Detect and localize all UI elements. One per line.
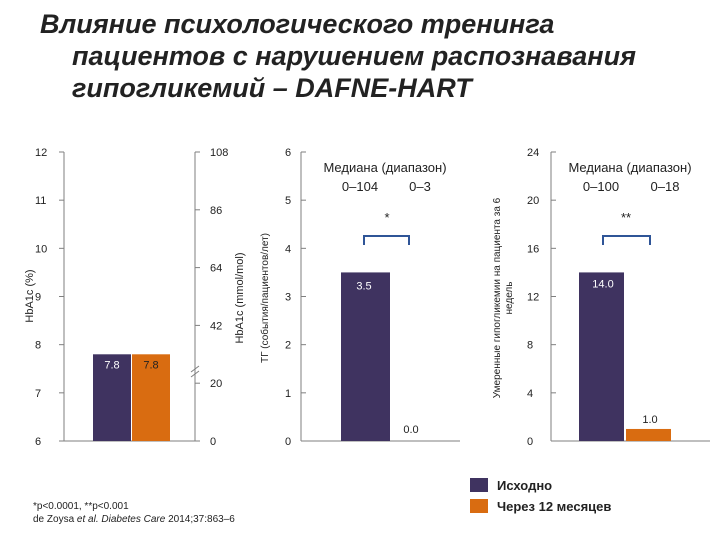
severe-hypo-significance: * <box>384 210 389 225</box>
hba1c-axis-break-mark <box>190 365 200 378</box>
moderate-hypo-axis-label-line1: Умеренные гипогликемии на пациента за 6 <box>492 197 503 398</box>
severe-hypo-annotation-range-month12: 0–3 <box>409 179 431 194</box>
hba1c-bar-month12 <box>132 354 170 441</box>
footnote-citation: de Zoysa et al. Diabetes Care 2014;37:86… <box>33 513 235 526</box>
moderate-hypo-axis-label-line2: недель <box>504 282 515 315</box>
severe-hypo-annotation-range-baseline: 0–104 <box>342 179 378 194</box>
moderate-hypo-tick-label: 12 <box>527 292 539 304</box>
severe-hypo-bar-baseline <box>341 272 390 441</box>
moderate-hypo-tick-label: 20 <box>527 195 539 207</box>
hba1c-right-axis-label: HbA1c (mmol/mol) <box>234 252 246 343</box>
moderate-hypo-tick-label: 0 <box>527 436 533 448</box>
slide-title: Влияние психологического тренинга пациен… <box>40 8 710 104</box>
moderate-hypo-bar-baseline <box>579 272 624 441</box>
hba1c-left-tick-label: 7 <box>35 388 41 400</box>
hba1c-left-tick-label: 11 <box>35 195 46 207</box>
citation-authors: de Zoysa <box>33 514 77 525</box>
severe-hypo-tick-label: 4 <box>285 243 291 255</box>
hba1c-right-tick-label: 86 <box>210 205 222 217</box>
severe-hypo-tick-label: 2 <box>285 340 291 352</box>
severe-hypo-annotation-line1: Медиана (диапазон) <box>323 160 446 175</box>
legend-swatch-month12 <box>470 499 488 513</box>
moderate-hypo-annotation-range-month12: 0–18 <box>651 179 680 194</box>
moderate-hypo-bar-label: 1.0 <box>642 414 657 426</box>
moderate-hypo-tick-label: 8 <box>527 340 533 352</box>
moderate-hypo-significance: ** <box>621 210 631 225</box>
title-line-2: пациентов с нарушением распознавания <box>72 41 636 71</box>
hba1c-bar-baseline <box>93 354 131 441</box>
hba1c-left-tick-label: 12 <box>35 147 47 159</box>
hba1c-right-tick-label: 0 <box>210 436 216 448</box>
legend-swatch-baseline <box>470 478 488 492</box>
citation-journal: et al. Diabetes Care <box>76 514 166 525</box>
hba1c-left-tick-label: 10 <box>35 243 47 255</box>
moderate-hypo-bar-month12 <box>626 428 671 441</box>
hba1c-right-tick-label: 64 <box>210 263 222 275</box>
moderate-hypo-bar-label: 14.0 <box>592 278 613 290</box>
hba1c-left-tick-label: 9 <box>35 292 41 304</box>
hba1c-bar-label: 7.8 <box>104 359 119 371</box>
hba1c-right-tick-label: 42 <box>210 320 222 332</box>
moderate-hypo-annotation-line1: Медиана (диапазон) <box>568 160 691 175</box>
hba1c-left-axis-label: HbA1c (%) <box>24 269 36 322</box>
moderate-hypo-tick-label: 24 <box>527 147 539 159</box>
hba1c-left-tick-label: 6 <box>35 436 41 448</box>
severe-hypo-bar-label: 3.5 <box>356 280 371 292</box>
moderate-hypo-bracket <box>602 235 651 245</box>
moderate-hypo-annotation-range-baseline: 0–100 <box>583 179 619 194</box>
title-line-1: Влияние психологического тренинга <box>40 9 555 39</box>
hba1c-left-tick-label: 8 <box>35 340 41 352</box>
citation-details: 2014;37:863–6 <box>165 514 235 525</box>
hba1c-right-tick-label: 108 <box>210 147 228 159</box>
severe-hypo-tick-label: 1 <box>285 388 291 400</box>
legend-label-month12: Через 12 месяцев <box>497 499 611 514</box>
severe-hypo-tick-label: 5 <box>285 195 291 207</box>
severe-hypo-tick-label: 3 <box>285 292 291 304</box>
hba1c-bar-label: 7.8 <box>143 359 158 371</box>
footnote-significance: *p<0.0001, **p<0.001 <box>33 501 129 512</box>
severe-hypo-axis-label: ТГ (события/пациентов/лет) <box>259 233 271 363</box>
hba1c-right-tick-label: 20 <box>210 378 222 390</box>
moderate-hypo-tick-label: 16 <box>527 243 539 255</box>
severe-hypo-bar-label: 0.0 <box>403 424 418 436</box>
title-line-3: гипогликемий – DAFNE-HART <box>72 73 472 103</box>
severe-hypo-tick-label: 6 <box>285 147 291 159</box>
moderate-hypo-tick-label: 4 <box>527 388 533 400</box>
legend-label-baseline: Исходно <box>497 478 552 493</box>
severe-hypo-bracket <box>363 235 410 245</box>
severe-hypo-tick-label: 0 <box>285 436 291 448</box>
footnote: *p<0.0001, **p<0.001 de Zoysa et al. Dia… <box>33 500 235 526</box>
